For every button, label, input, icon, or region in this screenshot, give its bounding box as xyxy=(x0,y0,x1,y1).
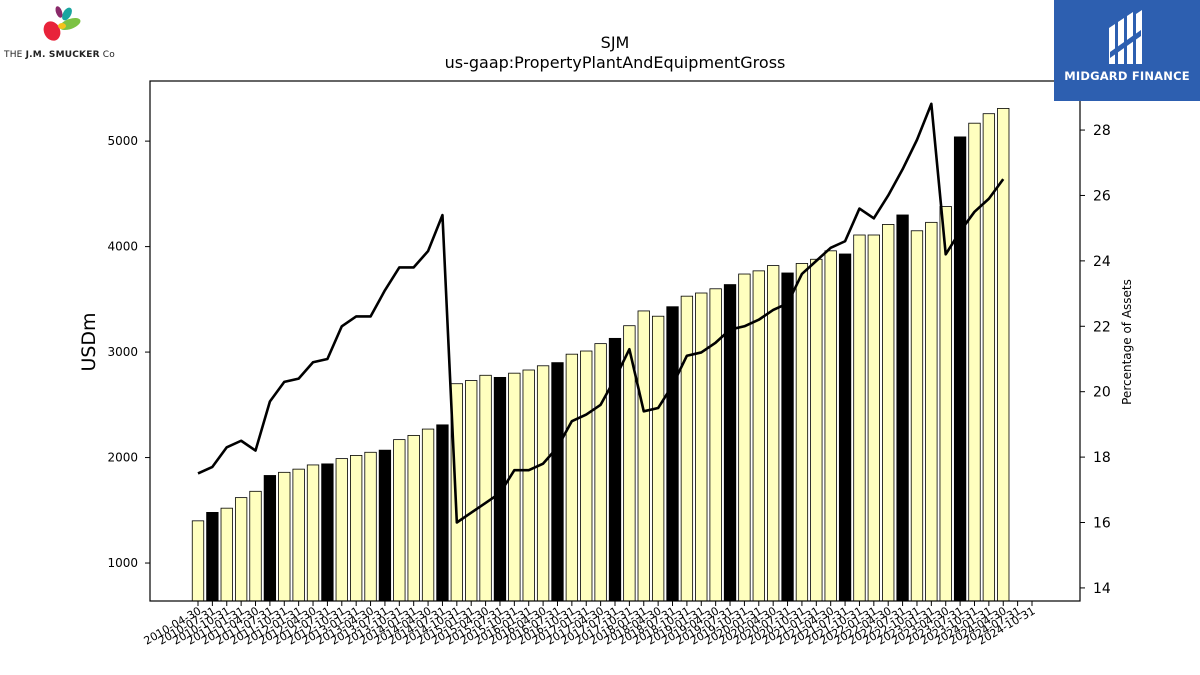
y-tick-label: 5000 xyxy=(107,134,138,148)
midgard-logo-icon xyxy=(1109,10,1142,64)
y-tick-label: 1000 xyxy=(107,556,138,570)
bar-2023-07-31 xyxy=(953,136,967,602)
bar-2014-04-30 xyxy=(421,428,435,602)
bar-2023-10-31 xyxy=(968,122,981,602)
bar-2016-04-30 xyxy=(536,365,550,602)
bar-2017-04-30 xyxy=(594,343,607,602)
bar-2022-10-31 xyxy=(910,230,924,602)
bar-2024-01-31 xyxy=(982,113,996,602)
bar-2011-07-31 xyxy=(263,475,277,602)
bar-2024-04-30 xyxy=(997,108,1010,602)
bar-2013-07-31 xyxy=(378,449,392,602)
bar-2010-10-31 xyxy=(220,507,233,602)
bar-2021-07-31 xyxy=(838,253,852,602)
bar-2018-01-31 xyxy=(637,310,650,602)
bar-2020-07-31 xyxy=(781,272,794,602)
y2-tick-label: 28 xyxy=(1093,123,1111,139)
bar-2010-07-31 xyxy=(206,512,219,602)
bar-2012-10-31 xyxy=(335,458,348,602)
bar-2020-04-30 xyxy=(767,265,780,602)
bar-2021-04-30 xyxy=(824,250,837,602)
chart-title: SJM xyxy=(601,33,630,52)
bar-2020-10-31 xyxy=(795,263,809,602)
bar-2022-01-31 xyxy=(867,234,880,602)
bar-2023-01-31 xyxy=(925,221,938,602)
y2-tick-label: 20 xyxy=(1093,385,1111,401)
fruit-logo-icon xyxy=(43,6,81,41)
bar-2021-10-31 xyxy=(853,234,866,602)
y-tick-label: 4000 xyxy=(107,240,138,254)
bar-2012-07-31 xyxy=(321,463,334,602)
bar-2014-07-31 xyxy=(436,424,449,602)
bar-2019-01-31 xyxy=(695,292,708,602)
y2-tick-label: 14 xyxy=(1093,581,1111,597)
y2-tick-label: 16 xyxy=(1093,516,1111,532)
sponsor-badge: MIDGARD FINANCE xyxy=(1054,0,1200,101)
y2-tick-label: 18 xyxy=(1093,450,1111,466)
bar-2011-10-31 xyxy=(278,471,291,602)
y-tick-label: 3000 xyxy=(107,345,138,359)
y-axis-label: USDm xyxy=(78,312,100,371)
company-name: THE J.M. SMUCKER Co xyxy=(4,50,115,60)
bar-2013-04-30 xyxy=(364,451,377,602)
bar-2017-01-31 xyxy=(580,350,593,602)
sponsor-name: MIDGARD FINANCE xyxy=(1064,69,1190,83)
bar-2016-07-31 xyxy=(551,362,564,602)
chart-subtitle: us-gaap:PropertyPlantAndEquipmentGross xyxy=(445,53,786,72)
bar-2011-01-31 xyxy=(234,497,248,602)
bar-2018-04-30 xyxy=(651,315,665,602)
y-tick-label: 2000 xyxy=(107,451,138,465)
bar-2023-04-30 xyxy=(939,206,952,602)
bar-2012-04-30 xyxy=(306,464,320,602)
bar-2015-04-30 xyxy=(479,374,492,602)
bar-2018-07-31 xyxy=(666,306,679,602)
y2-tick-label: 26 xyxy=(1093,188,1111,204)
y2-tick-label: 24 xyxy=(1093,254,1111,270)
bar-2015-01-31 xyxy=(465,380,478,602)
bar-2015-10-31 xyxy=(508,372,521,602)
bar-2022-04-30 xyxy=(882,224,895,602)
bar-2016-10-31 xyxy=(565,353,579,602)
bar-2022-07-31 xyxy=(896,214,909,602)
bar-2021-01-31 xyxy=(810,258,823,602)
bar-2014-01-31 xyxy=(407,434,420,602)
bar-2013-01-31 xyxy=(350,455,363,602)
y2-axis-label: Percentage of Assets xyxy=(1120,279,1134,405)
bar-2012-01-31 xyxy=(292,468,305,602)
bar-2016-01-31 xyxy=(522,369,535,602)
bar-2018-10-31 xyxy=(680,295,694,602)
bar-2010-04-30 xyxy=(191,520,205,602)
bar-2015-07-31 xyxy=(493,376,507,602)
y2-tick-label: 22 xyxy=(1093,319,1111,335)
percentage-line xyxy=(197,102,1005,524)
bar-2011-04-30 xyxy=(249,490,262,602)
bar-2013-10-31 xyxy=(393,439,406,602)
bar-2019-04-30 xyxy=(709,288,722,602)
smucker-logo xyxy=(4,4,122,64)
